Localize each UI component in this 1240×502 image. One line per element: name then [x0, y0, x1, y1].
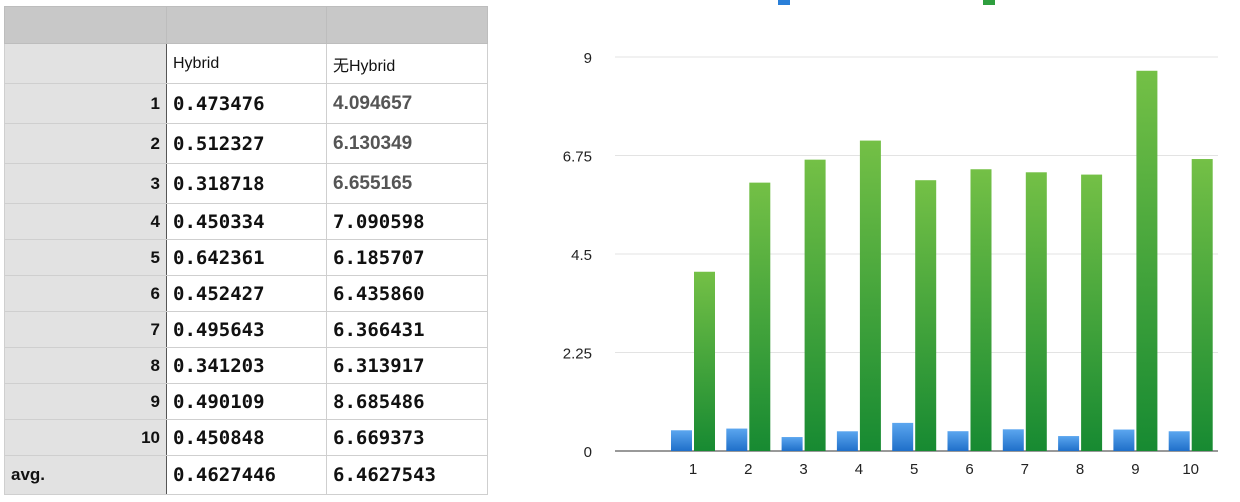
x-tick-label: 9 [1131, 461, 1139, 478]
bar-series2-2[interactable] [749, 182, 771, 451]
table-row: 4 0.450334 7.090598 [4, 203, 488, 240]
no-hybrid-cell[interactable]: 6.435860 [326, 275, 488, 312]
bar-series2-10[interactable] [1191, 159, 1213, 452]
table-row: 5 0.642361 6.185707 [4, 239, 488, 276]
y-tick-label: 2.25 [563, 346, 592, 363]
row-label[interactable]: 10 [4, 419, 167, 456]
row-label[interactable]: 6 [4, 275, 167, 312]
column-header-c[interactable] [326, 6, 488, 44]
no-hybrid-cell[interactable]: 6.655165 [326, 163, 488, 204]
x-axis-ticks: 1 2 3 4 5 6 7 8 9 10 [689, 461, 1199, 478]
legend-swatch-2 [983, 0, 995, 5]
header-hybrid[interactable]: Hybrid [166, 43, 327, 84]
bar-series1-4[interactable] [836, 431, 858, 451]
row-label[interactable]: 1 [4, 83, 167, 124]
bar-series1-10[interactable] [1168, 431, 1190, 451]
row-label[interactable]: 9 [4, 383, 167, 420]
x-tick-label: 3 [799, 461, 807, 478]
y-tick-label: 4.5 [571, 247, 592, 264]
table-row: 2 0.512327 6.130349 [4, 123, 488, 164]
row-label[interactable]: 4 [4, 203, 167, 240]
bar-series1-5[interactable] [892, 422, 914, 451]
bar-series1-9[interactable] [1113, 429, 1135, 451]
y-tick-label: 0 [584, 444, 592, 461]
no-hybrid-cell[interactable]: 6.185707 [326, 239, 488, 276]
hybrid-cell[interactable]: 0.490109 [166, 383, 327, 420]
x-tick-label: 5 [910, 461, 918, 478]
hybrid-cell[interactable]: 0.642361 [166, 239, 327, 276]
table-row: 7 0.495643 6.366431 [4, 311, 488, 348]
hybrid-cell[interactable]: 0.450848 [166, 419, 327, 456]
bar-series2-9[interactable] [1136, 70, 1158, 451]
table-row: 8 0.341203 6.313917 [4, 347, 488, 384]
avg-hybrid-cell[interactable]: 0.4627446 [166, 455, 327, 495]
hybrid-cell[interactable]: 0.318718 [166, 163, 327, 204]
y-tick-label: 9 [584, 50, 592, 67]
no-hybrid-cell[interactable]: 6.313917 [326, 347, 488, 384]
bars [671, 70, 1213, 452]
data-table: Hybrid 无Hybrid 1 0.473476 4.094657 2 0.51232… [4, 6, 488, 495]
bar-series1-1[interactable] [671, 430, 692, 451]
table-row: 1 0.473476 4.094657 [4, 83, 488, 124]
header-row: Hybrid 无Hybrid [4, 43, 488, 84]
row-label[interactable]: 8 [4, 347, 167, 384]
header-blank-cell[interactable] [4, 43, 167, 84]
hybrid-cell[interactable]: 0.473476 [166, 83, 327, 124]
y-tick-label: 6.75 [563, 149, 592, 166]
row-label[interactable]: 3 [4, 163, 167, 204]
x-tick-label: 6 [965, 461, 973, 478]
x-tick-label: 1 [689, 461, 697, 478]
table-row: 3 0.318718 6.655165 [4, 163, 488, 204]
table-row: 10 0.450848 6.669373 [4, 419, 488, 456]
column-header-strip [4, 6, 488, 44]
no-hybrid-cell[interactable]: 8.685486 [326, 383, 488, 420]
bar-series2-1[interactable] [694, 271, 715, 451]
bar-series1-2[interactable] [726, 428, 748, 451]
y-axis-ticks: 0 2.25 4.5 6.75 9 [563, 50, 592, 461]
legend [778, 0, 995, 5]
x-tick-label: 8 [1076, 461, 1084, 478]
bar-series2-8[interactable] [1081, 174, 1103, 451]
x-tick-label: 2 [744, 461, 752, 478]
avg-label[interactable]: avg. [4, 455, 167, 495]
table-row: 9 0.490109 8.685486 [4, 383, 488, 420]
hybrid-cell[interactable]: 0.341203 [166, 347, 327, 384]
bar-chart: 0 2.25 4.5 6.75 9 1 2 3 4 5 6 7 8 9 10 [563, 0, 1218, 478]
avg-no-hybrid-cell[interactable]: 6.4627543 [326, 455, 488, 495]
x-tick-label: 10 [1182, 461, 1199, 478]
x-tick-label: 7 [1021, 461, 1029, 478]
no-hybrid-cell[interactable]: 6.669373 [326, 419, 488, 456]
bar-series2-7[interactable] [1025, 172, 1047, 451]
hybrid-cell[interactable]: 0.450334 [166, 203, 327, 240]
no-hybrid-cell[interactable]: 6.366431 [326, 311, 488, 348]
bar-series2-3[interactable] [804, 159, 826, 451]
row-label[interactable]: 2 [4, 123, 167, 164]
bar-series2-5[interactable] [915, 180, 937, 451]
hybrid-cell[interactable]: 0.452427 [166, 275, 327, 312]
x-tick-label: 4 [855, 461, 863, 478]
hybrid-cell[interactable]: 0.495643 [166, 311, 327, 348]
header-no-hybrid[interactable]: 无Hybrid [326, 43, 488, 84]
no-hybrid-cell[interactable]: 7.090598 [326, 203, 488, 240]
bar-series1-7[interactable] [1002, 429, 1024, 451]
row-label[interactable]: 5 [4, 239, 167, 276]
no-hybrid-cell[interactable]: 4.094657 [326, 83, 488, 124]
table-row: 6 0.452427 6.435860 [4, 275, 488, 312]
corner-cell[interactable] [4, 6, 167, 44]
hybrid-cell[interactable]: 0.512327 [166, 123, 327, 164]
legend-swatch-1 [778, 0, 790, 5]
bar-series2-6[interactable] [970, 169, 992, 451]
bar-series1-6[interactable] [947, 431, 969, 451]
bar-series2-4[interactable] [859, 140, 881, 452]
avg-row: avg. 0.4627446 6.4627543 [4, 455, 488, 495]
bar-series1-3[interactable] [781, 437, 803, 451]
bar-series1-8[interactable] [1058, 436, 1080, 451]
row-label[interactable]: 7 [4, 311, 167, 348]
column-header-b[interactable] [166, 6, 327, 44]
no-hybrid-cell[interactable]: 6.130349 [326, 123, 488, 164]
